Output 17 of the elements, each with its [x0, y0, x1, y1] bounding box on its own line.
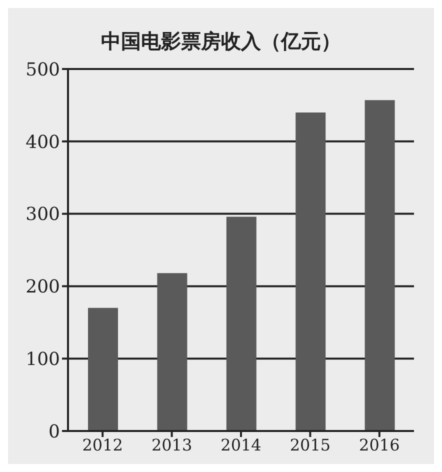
y-tick-label: 100: [26, 348, 60, 370]
x-tick-label: 2016: [359, 435, 400, 454]
bar: [157, 273, 188, 431]
x-tick-label: 2014: [220, 435, 262, 454]
bar: [296, 112, 326, 431]
x-tick-label: 2013: [151, 435, 192, 454]
x-tick-label: 2012: [82, 435, 123, 454]
x-tick-label: 2015: [290, 435, 331, 454]
bar: [364, 100, 395, 431]
y-tick-label: 0: [48, 421, 60, 442]
chart-title: 中国电影票房收入（亿元）: [100, 28, 342, 55]
bar: [226, 216, 256, 431]
y-tick-label: 200: [26, 276, 60, 298]
y-tick-label: 400: [26, 132, 60, 153]
y-tick-label: 300: [26, 204, 60, 226]
bar: [88, 308, 118, 431]
y-tick-label: 500: [26, 59, 60, 80]
